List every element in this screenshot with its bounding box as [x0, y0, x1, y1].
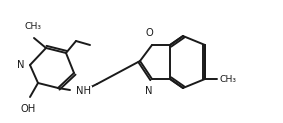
- Text: O: O: [145, 28, 153, 38]
- Text: OH: OH: [20, 104, 36, 114]
- Text: N: N: [145, 86, 153, 96]
- Text: CH₃: CH₃: [219, 75, 236, 84]
- Text: NH: NH: [76, 86, 91, 96]
- Text: N: N: [18, 60, 25, 70]
- Text: CH₃: CH₃: [25, 22, 42, 31]
